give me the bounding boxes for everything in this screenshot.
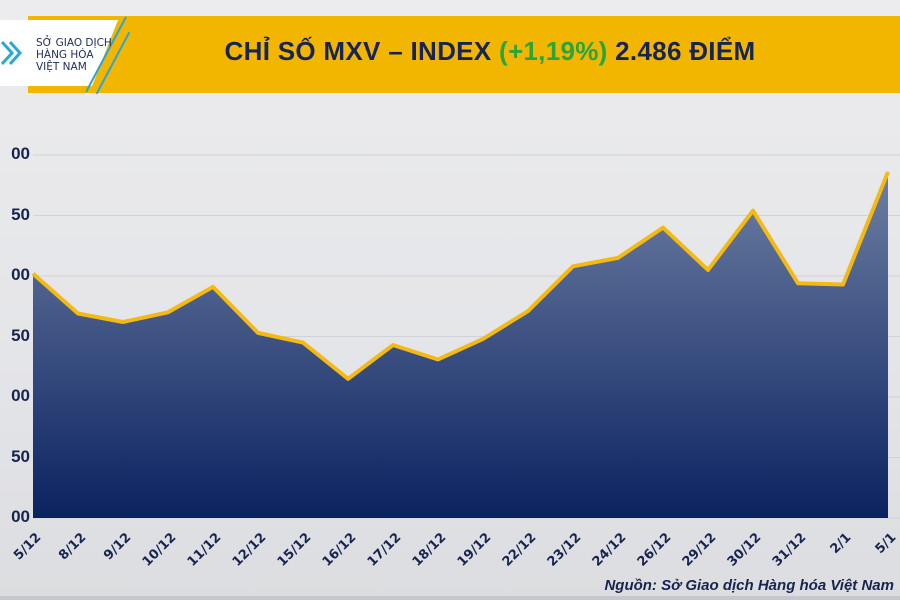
series-line	[31, 171, 890, 381]
y-tick-label: 50	[11, 446, 30, 466]
area-fill	[33, 171, 888, 518]
logo-chevron-icon	[0, 40, 23, 66]
logo-line: VIỆT NAM	[36, 61, 87, 73]
y-tick-label: 00	[11, 265, 30, 284]
title-banner	[28, 16, 900, 93]
bottom-divider	[0, 596, 900, 600]
source-note: Nguồn: Sở Giao dịch Hàng hóa Việt Nam	[604, 577, 894, 594]
logo-line: SỞ GIAO DỊCH	[36, 37, 112, 49]
y-tick-label: 00	[11, 386, 30, 405]
title-prefix: CHỈ SỐ MXV – INDEX	[224, 36, 492, 66]
title-change: (+1,19%)	[498, 36, 608, 66]
title-value: 2.486 ĐIỂM	[615, 36, 756, 66]
y-tick-label: 50	[11, 204, 30, 224]
y-tick-label: 00	[11, 144, 30, 163]
y-tick-label: 00	[11, 507, 30, 526]
logo-line: HÀNG HÓA	[36, 49, 94, 61]
y-tick-label: 50	[11, 325, 30, 345]
chart-title: CHỈ SỐ MXV – INDEX (+1,19%) 2.486 ĐIỂM	[130, 36, 850, 67]
logo-text: SỞ GIAO DỊCH HÀNG HÓA VIỆT NAM	[36, 37, 112, 73]
